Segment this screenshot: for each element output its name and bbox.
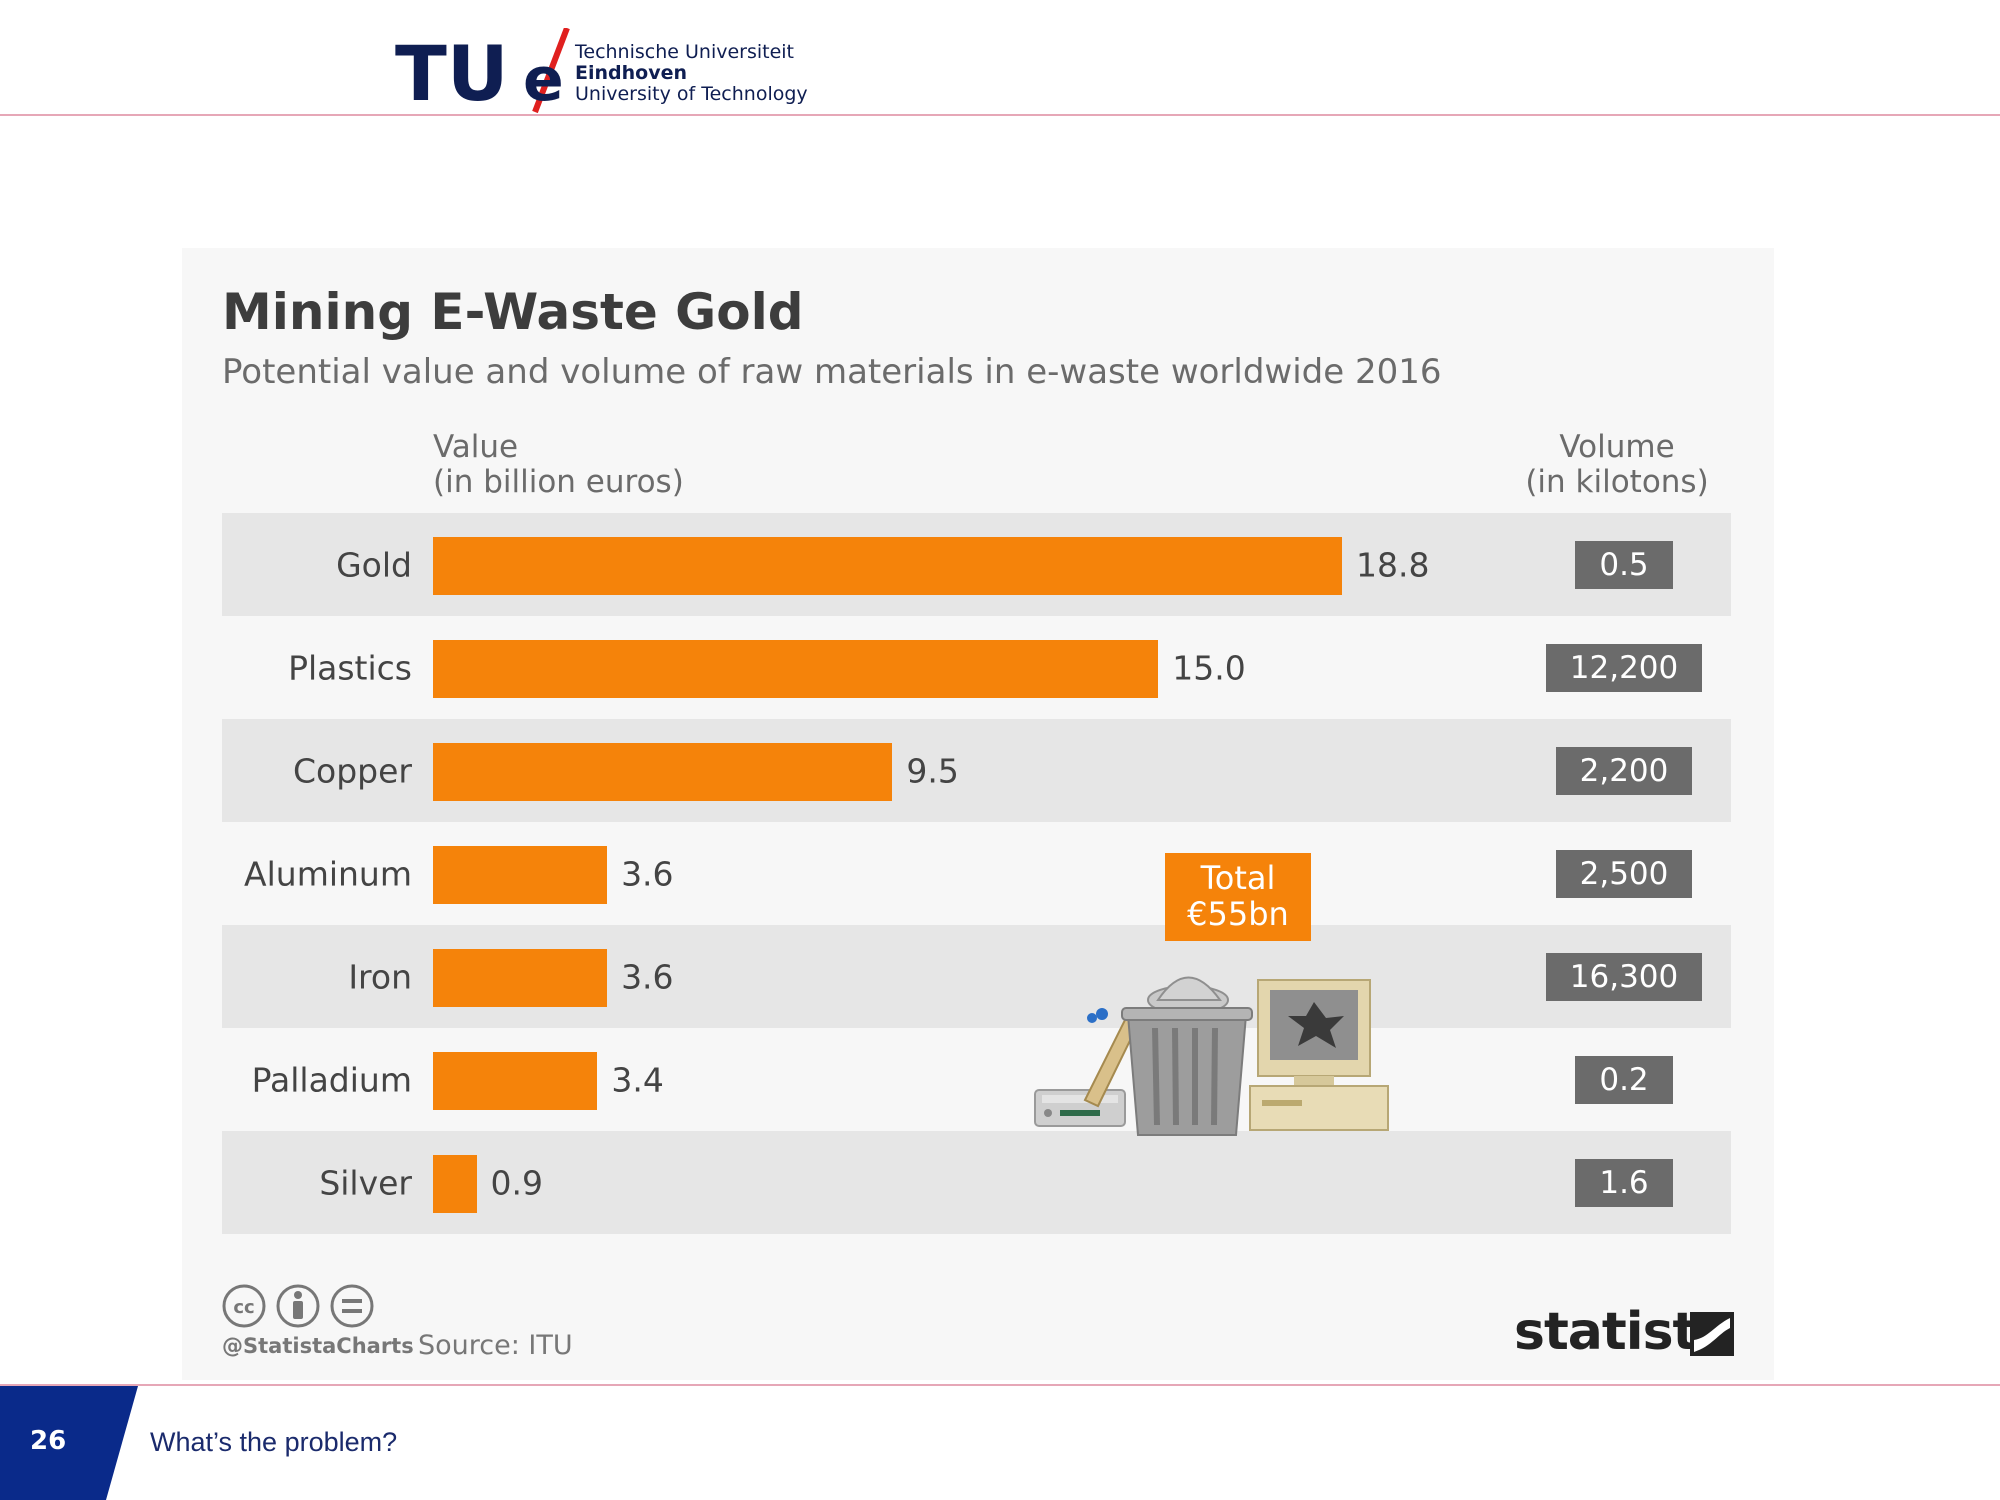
total-value: €55bn: [1187, 895, 1289, 933]
category-label: Palladium: [251, 1060, 412, 1099]
volume-cell: 16,300: [1545, 925, 1703, 1028]
volume-cell: 1.6: [1549, 1131, 1699, 1234]
volume-cell: 2,200: [1549, 719, 1699, 822]
volume-badge: 2,500: [1555, 849, 1693, 898]
volume-badge: 12,200: [1545, 643, 1703, 692]
header-divider: [0, 114, 2000, 116]
svg-text:TU: TU: [395, 29, 509, 118]
volume-cell: 12,200: [1545, 616, 1703, 719]
value-label: 9.5: [906, 751, 959, 790]
chart-row-plastics: Plastics 15.0 12,200: [222, 616, 1731, 719]
attribution-icon: [276, 1284, 320, 1328]
slide-footer-title: What’s the problem?: [150, 1427, 398, 1457]
volume-badge: 0.2: [1575, 1055, 1673, 1104]
volume-cell: 2,500: [1549, 822, 1699, 925]
chart-row-aluminum: Aluminum 3.6 2,500: [222, 822, 1731, 925]
chart-row-silver: Silver 0.9 1.6: [222, 1131, 1731, 1234]
volume-column-header: Volume (in kilotons): [1512, 430, 1722, 500]
creative-commons-icons: cc: [222, 1284, 374, 1328]
category-label: Iron: [348, 957, 412, 996]
broken-computer-icon: [1249, 979, 1389, 1131]
value-column-header: Value (in billion euros): [433, 430, 684, 500]
footer-divider: [0, 1384, 2000, 1386]
page-number-box: [0, 1386, 138, 1500]
no-derivatives-icon: [330, 1284, 374, 1328]
value-bar: [433, 1052, 598, 1110]
category-label: Plastics: [288, 648, 412, 687]
volume-cell: 0.5: [1549, 513, 1699, 616]
value-bar: [433, 1155, 477, 1213]
cc-icon: cc: [222, 1284, 266, 1328]
value-label: 0.9: [490, 1163, 543, 1202]
svg-text:e: e: [523, 45, 564, 115]
volume-badge: 0.5: [1575, 540, 1673, 589]
e-waste-illustration: [1034, 976, 1389, 1136]
university-name-line2: Eindhoven: [575, 62, 687, 84]
statista-logo-icon: [1690, 1312, 1734, 1356]
chart-row-copper: Copper 9.5 2,200: [222, 719, 1731, 822]
value-bar: [433, 640, 1159, 698]
volume-header-line1: Volume: [1559, 429, 1675, 465]
total-badge: Total €55bn: [1165, 853, 1311, 941]
value-label: 3.4: [611, 1060, 664, 1099]
chart-source: Source: ITU: [418, 1330, 573, 1361]
chart-title: Mining E-Waste Gold: [222, 283, 804, 341]
university-name: Technische Universiteit Eindhoven Univer…: [575, 42, 808, 105]
value-bar: [433, 846, 608, 904]
svg-text:cc: cc: [233, 1297, 254, 1318]
volume-header-line2: (in kilotons): [1525, 464, 1709, 500]
university-name-line1: Technische Universiteit: [575, 41, 795, 63]
chart-row-palladium: Palladium 3.4 0.2: [222, 1028, 1731, 1131]
category-label: Gold: [336, 545, 412, 584]
chart-row-gold: Gold 18.8 0.5: [222, 513, 1731, 616]
tue-logo: TU ​ e: [395, 28, 570, 118]
volume-badge: 1.6: [1575, 1158, 1673, 1207]
university-name-line3: University of Technology: [575, 83, 808, 105]
value-bar: [433, 949, 608, 1007]
trash-can-icon: [1121, 976, 1253, 1136]
chart-subtitle: Potential value and volume of raw materi…: [222, 352, 1442, 392]
volume-badge: 16,300: [1545, 952, 1703, 1001]
value-label: 15.0: [1172, 648, 1246, 687]
value-bar: [433, 743, 893, 801]
volume-cell: 0.2: [1549, 1028, 1699, 1131]
value-bar: [433, 537, 1342, 595]
statista-handle: @StatistaCharts: [222, 1334, 414, 1358]
value-header-line1: Value: [433, 429, 519, 465]
dvd-player-icon: [1034, 1089, 1126, 1127]
value-label: 18.8: [1356, 545, 1430, 584]
value-label: 3.6: [621, 957, 674, 996]
category-label: Aluminum: [244, 854, 412, 893]
total-label: Total: [1200, 859, 1276, 897]
volume-badge: 2,200: [1555, 746, 1693, 795]
value-header-line2: (in billion euros): [433, 464, 684, 500]
value-label: 3.6: [621, 854, 674, 893]
category-label: Silver: [319, 1163, 412, 1202]
page-number: 26: [30, 1426, 67, 1456]
category-label: Copper: [293, 751, 412, 790]
chart-row-iron: Iron 3.6 16,300: [222, 925, 1731, 1028]
